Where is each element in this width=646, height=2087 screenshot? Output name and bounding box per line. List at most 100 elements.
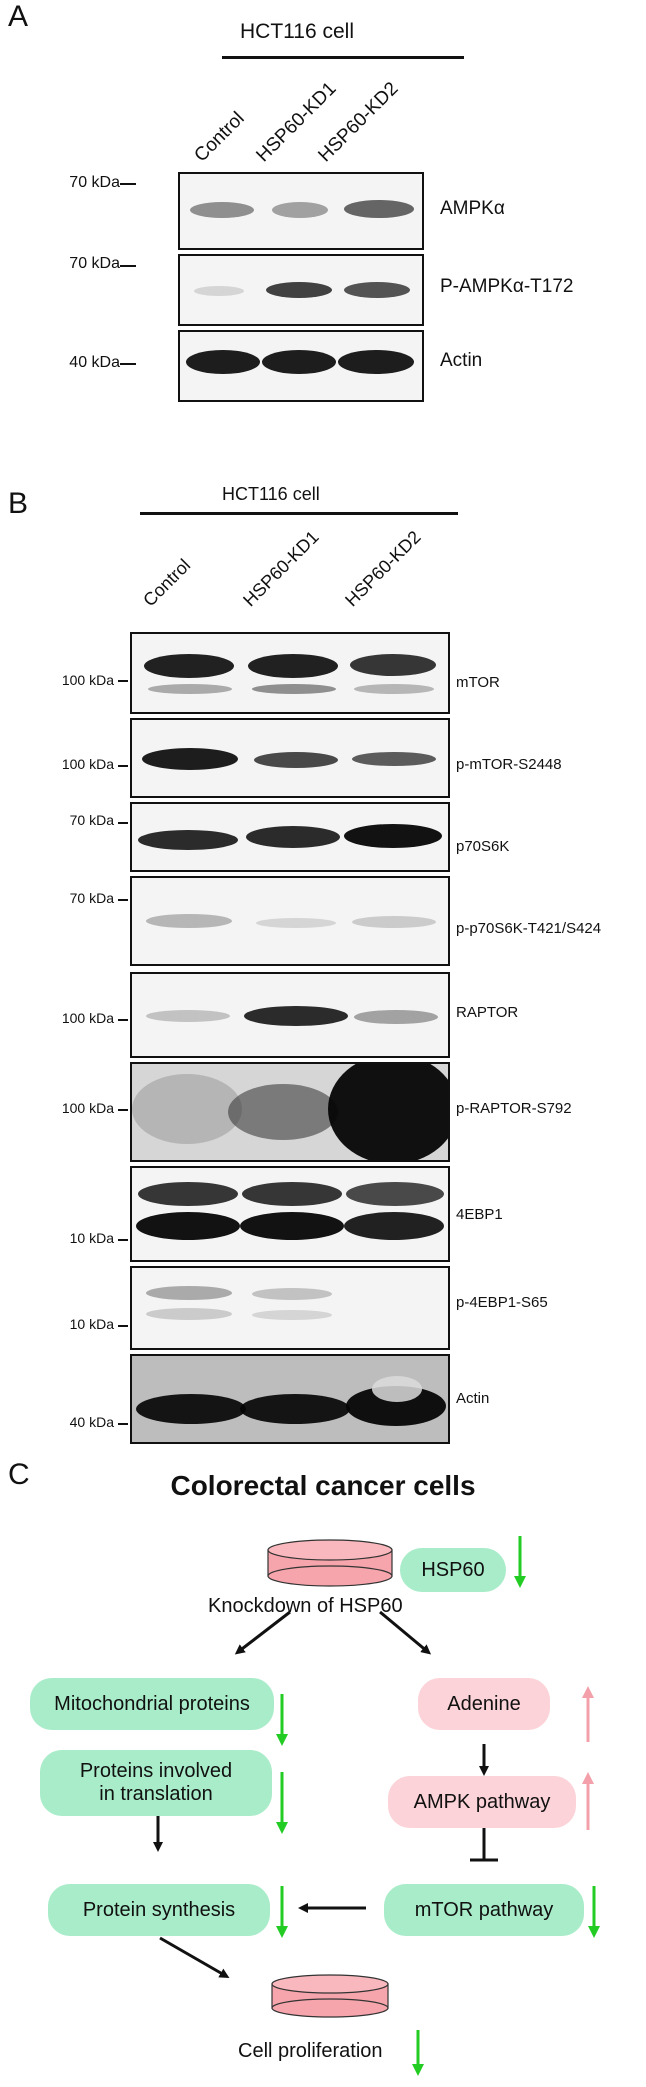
band xyxy=(148,684,232,694)
panel-b-blot-actin xyxy=(130,1354,450,1444)
panel-a-mw-3: 40 kDa xyxy=(69,354,120,371)
band xyxy=(186,350,260,374)
band xyxy=(346,1182,444,1206)
node-knockdown: Knockdown of HSP60 xyxy=(208,1595,403,1617)
arrow-knockdown-to-adenine xyxy=(379,1610,432,1655)
panel-b-blot-p-raptor xyxy=(130,1062,450,1162)
band xyxy=(344,282,410,298)
panel-a-letter: A xyxy=(8,0,29,33)
panel-b-blot-raptor xyxy=(130,972,450,1058)
panel-b-cell-line-bar xyxy=(140,512,458,515)
band xyxy=(344,824,442,848)
band xyxy=(254,752,338,768)
node-ampk-pathway: AMPK pathway xyxy=(388,1776,576,1828)
panel-b-blot-p-p70s6k xyxy=(130,876,450,966)
band xyxy=(146,914,232,928)
panel-b-label-4ebp1: 4EBP1 xyxy=(456,1206,503,1223)
panel-b-mw-8: 10 kDa xyxy=(69,1316,114,1332)
panel-a-label-p-ampk: P-AMPKα-T172 xyxy=(440,276,574,297)
band xyxy=(252,1310,332,1320)
band xyxy=(144,654,234,678)
mw-tick xyxy=(118,765,128,767)
band xyxy=(146,1010,230,1022)
band xyxy=(338,350,414,374)
panel-b-blot-p-mtor xyxy=(130,718,450,798)
band xyxy=(136,1212,240,1240)
panel-b-blot-p70s6k xyxy=(130,802,450,872)
panel-a-lane-control: Control xyxy=(190,108,249,167)
panel-a-blot-ampk xyxy=(178,172,424,250)
node-mtor-pathway: mTOR pathway xyxy=(384,1884,584,1936)
band xyxy=(252,684,336,694)
mw-tick xyxy=(118,899,128,901)
band xyxy=(142,748,238,770)
panel-a-mw-1: 70 kDa xyxy=(69,174,120,191)
arrow-knockdown-to-mito xyxy=(234,1610,291,1655)
mw-tick xyxy=(120,183,136,185)
panel-b-blot-mtor xyxy=(130,632,450,714)
panel-a-label-actin: Actin xyxy=(440,350,483,371)
band xyxy=(132,1074,242,1144)
node-translation-line-2: in translation xyxy=(99,1783,213,1805)
panel-a-blot-p-ampk xyxy=(178,254,424,326)
band xyxy=(138,1182,238,1206)
mw-tick xyxy=(118,1109,128,1111)
hsp60-cylinder-icon xyxy=(267,1539,393,1587)
node-cell-proliferation: Cell proliferation xyxy=(238,2040,383,2062)
band xyxy=(272,202,328,218)
mw-tick xyxy=(120,265,136,267)
panel-b-letter: B xyxy=(8,487,29,520)
panel-a-cell-line-bar xyxy=(222,56,464,59)
band xyxy=(244,1006,348,1026)
panel-b-label-actin: Actin xyxy=(456,1390,490,1407)
panel-b-lane-kd2: HSP60-KD2 xyxy=(341,526,425,611)
band xyxy=(352,752,436,766)
band xyxy=(194,286,244,296)
band xyxy=(136,1394,246,1424)
mw-tick xyxy=(118,1019,128,1021)
panel-a-label-ampk: AMPKα xyxy=(440,198,505,219)
node-mitochondrial-proteins: Mitochondrial proteins xyxy=(30,1678,274,1730)
panel-b-mw-3: 70 kDa xyxy=(69,812,114,828)
panel-c-title: Colorectal cancer cells xyxy=(170,1470,476,1501)
panel-c-letter: C xyxy=(8,1458,30,1491)
panel-b-mw-7: 10 kDa xyxy=(69,1230,114,1246)
band xyxy=(328,1064,448,1160)
band xyxy=(190,202,254,218)
panel-b-blot-4ebp1 xyxy=(130,1166,450,1262)
band xyxy=(344,200,414,218)
band xyxy=(262,350,336,374)
mw-tick xyxy=(120,363,136,365)
node-translation-proteins: Proteins involved in translation xyxy=(40,1750,272,1816)
band xyxy=(246,826,340,848)
node-protein-synthesis: Protein synthesis xyxy=(48,1884,270,1936)
band xyxy=(146,1308,232,1320)
panel-b-mw-9: 40 kDa xyxy=(69,1414,114,1430)
panel-b-mw-5: 100 kDa xyxy=(61,1010,114,1026)
band xyxy=(352,916,436,928)
band xyxy=(354,684,434,694)
panel-b-label-p70s6k: p70S6K xyxy=(456,838,510,855)
panel-a-blot-actin xyxy=(178,330,424,402)
panel-b-mw-6: 100 kDa xyxy=(61,1100,114,1116)
panel-a-mw-2: 70 kDa xyxy=(69,255,120,272)
panel-b-label-p-4ebp1: p-4EBP1-S65 xyxy=(456,1294,548,1311)
panel-b-mw-1: 100 kDa xyxy=(61,672,114,688)
band xyxy=(138,830,238,850)
band xyxy=(256,918,336,928)
band xyxy=(344,1212,444,1240)
panel-b-cell-line: HCT116 cell xyxy=(222,484,320,504)
band xyxy=(228,1084,338,1140)
band xyxy=(350,654,436,676)
band xyxy=(252,1288,332,1300)
mw-tick xyxy=(118,822,128,824)
pathway-diagram xyxy=(153,1536,600,2076)
panel-b-label-p-raptor: p-RAPTOR-S792 xyxy=(456,1100,572,1117)
panel-b-blot-p-4ebp1 xyxy=(130,1266,450,1350)
node-hsp60: HSP60 xyxy=(400,1548,506,1592)
panel-b-lane-kd1: HSP60-KD1 xyxy=(239,526,323,611)
band xyxy=(248,654,338,678)
band xyxy=(240,1212,344,1240)
panel-b-label-p-p70s6k: p-p70S6K-T421/S424 xyxy=(456,920,602,937)
arrow-synthesis-to-proliferation xyxy=(159,1936,230,1978)
